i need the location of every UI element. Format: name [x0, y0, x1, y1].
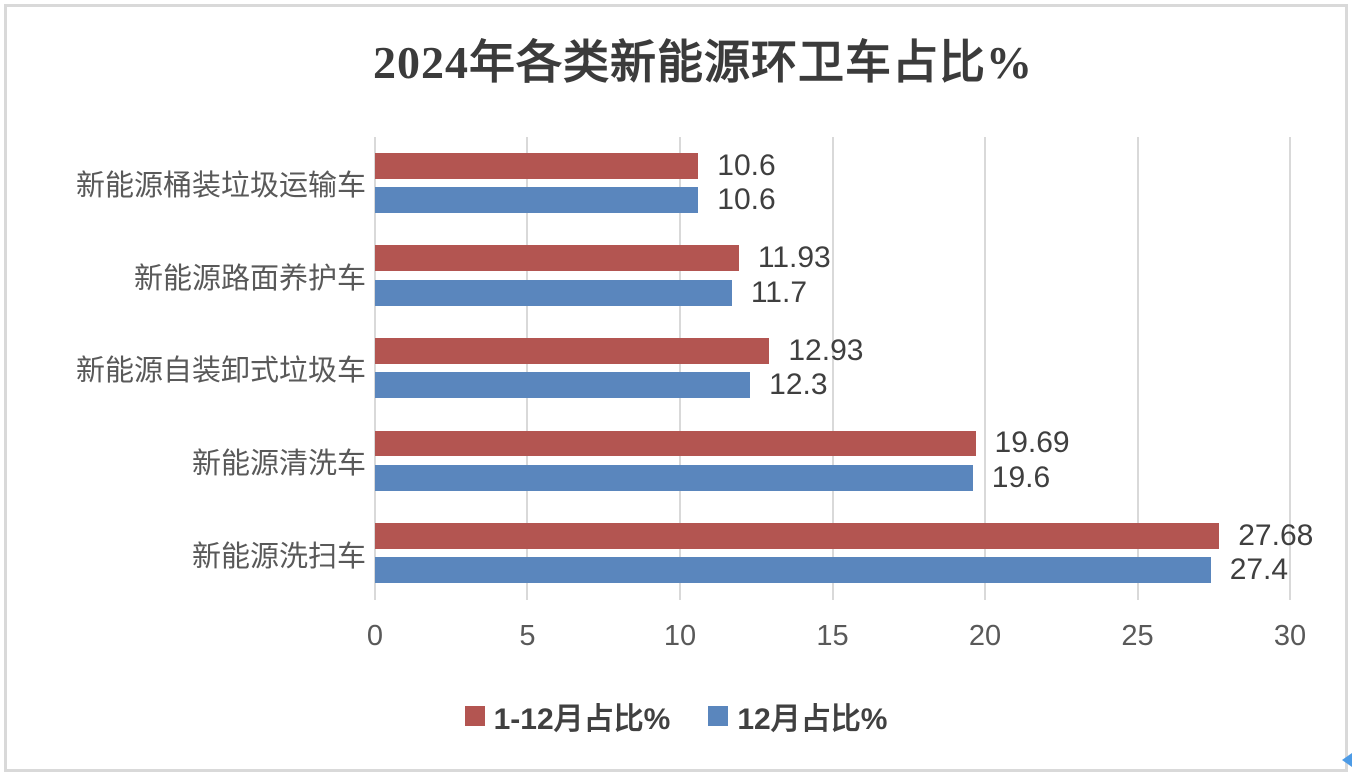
category-label: 新能源路面养护车	[133, 262, 366, 295]
plot-area: 10.6 10.6 11.93 11.7 12.93 12.3 19.69 19.6 27.68…	[374, 137, 1313, 600]
value-label: 10.6	[717, 182, 776, 216]
chart-title: 2024年各类新能源环卫车占比%	[373, 37, 1033, 88]
category-row: 27.68 27.4	[375, 507, 1313, 600]
bar-annual	[375, 523, 1220, 550]
value-label: 11.7	[750, 275, 808, 309]
x-tick-label: 5	[519, 620, 536, 652]
category-axis: 新能源桶装垃圾运输车新能源路面养护车新能源自装卸式垃圾车新能源清洗车 新能源洗扫车	[10, 137, 366, 600]
gridline	[678, 137, 681, 600]
category-row: 11.93 11.7	[375, 230, 1290, 323]
legend-label: 12月占比%	[737, 703, 888, 736]
legend-swatch-icon	[708, 706, 729, 726]
bar-annual	[375, 152, 699, 179]
category-row: 12.93 12.3	[375, 322, 1290, 415]
gridline	[526, 137, 529, 600]
bar-annual	[375, 245, 739, 272]
legend-item: 12月占比%	[708, 694, 887, 738]
bar-december	[375, 464, 973, 491]
category-label: 新能源清洗车	[191, 448, 366, 481]
category-row: 10.6 10.6	[375, 137, 1290, 230]
x-tick-label: 0	[366, 620, 384, 652]
value-label: 27.4	[1229, 553, 1289, 587]
x-tick-label: 25	[1121, 620, 1154, 652]
legend-item: 1-12月占比%	[464, 694, 671, 738]
x-axis: 0 5 10 15 20 25 30	[367, 614, 1306, 658]
gridline	[374, 137, 376, 600]
gridline	[1289, 137, 1291, 600]
blue-arrow-artifact	[1342, 753, 1352, 767]
value-label: 12.93	[788, 333, 864, 367]
legend-label: 1-12月占比%	[493, 703, 671, 736]
bar-annual	[375, 337, 770, 364]
gridline	[1136, 137, 1139, 600]
value-label: 19.6	[991, 460, 1051, 494]
bar-annual	[375, 430, 976, 457]
category-label: 新能源自装卸式垃圾车	[75, 355, 366, 388]
gridline	[831, 137, 834, 600]
bar-december	[375, 557, 1211, 584]
category-label: 新能源洗扫车	[191, 540, 366, 573]
x-tick-label: 30	[1273, 620, 1307, 652]
gridline	[983, 137, 986, 600]
category-row: 19.69 19.6	[375, 415, 1290, 508]
bar-december	[375, 279, 732, 306]
legend-swatch-icon	[464, 706, 485, 726]
category-label: 新能源桶装垃圾运输车	[75, 170, 366, 203]
bar-december	[375, 372, 751, 399]
bar-december	[375, 187, 699, 213]
value-label: 10.6	[717, 148, 776, 182]
x-tick-label: 10	[663, 620, 697, 652]
x-tick-label: 15	[816, 620, 849, 652]
value-label: 19.69	[994, 426, 1070, 460]
value-label: 11.93	[757, 241, 831, 275]
value-label: 27.68	[1238, 519, 1314, 553]
legend: 1-12月占比% 12月占比%	[0, 694, 1352, 738]
value-label: 12.3	[769, 368, 828, 402]
x-tick-label: 20	[968, 620, 1002, 652]
